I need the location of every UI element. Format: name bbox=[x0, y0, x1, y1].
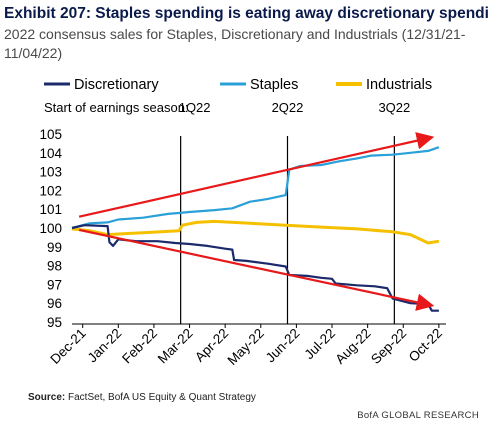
series-line-staples bbox=[71, 146, 440, 230]
legend-label-discretionary: Discretionary bbox=[74, 77, 159, 93]
x-tick-label: Feb-22 bbox=[119, 326, 160, 367]
x-tick-label: Dec-21 bbox=[47, 326, 88, 367]
chart-legend: Discretionary Staples Industrials bbox=[44, 77, 432, 93]
x-tick-label: Jun-22 bbox=[263, 326, 303, 366]
source-label: Source: bbox=[28, 392, 66, 403]
x-tick-label: May-22 bbox=[224, 326, 266, 368]
earnings-quarter-label: 2Q22 bbox=[272, 100, 304, 115]
y-tick-label: 102 bbox=[39, 183, 62, 198]
x-tick-label: Aug-22 bbox=[332, 326, 373, 367]
exhibit-subtitle: 2022 consensus sales for Staples, Discre… bbox=[4, 26, 466, 61]
earnings-quarter-label: 3Q22 bbox=[378, 100, 410, 115]
y-tick-label: 104 bbox=[39, 146, 62, 161]
x-tick-label: Sep-22 bbox=[368, 326, 409, 367]
y-tick-label: 99 bbox=[47, 240, 62, 255]
series-line-discretionary bbox=[71, 224, 439, 312]
exhibit-title: Exhibit 207: Staples spending is eating … bbox=[4, 5, 489, 22]
y-tick-label: 105 bbox=[39, 127, 62, 142]
brand-label: BofA GLOBAL RESEARCH bbox=[357, 410, 479, 421]
earnings-season-label: Start of earnings season: bbox=[44, 100, 189, 115]
source-note: Source: FactSet, BofA US Equity & Quant … bbox=[28, 392, 256, 403]
legend-label-industrials: Industrials bbox=[366, 77, 432, 93]
earnings-quarter-label: 1Q22 bbox=[179, 100, 211, 115]
y-tick-label: 96 bbox=[47, 296, 62, 311]
y-tick-label: 100 bbox=[39, 221, 62, 236]
source-text: FactSet, BofA US Equity & Quant Strategy bbox=[68, 392, 256, 403]
y-tick-label: 101 bbox=[39, 202, 62, 217]
y-tick-label: 95 bbox=[47, 315, 62, 330]
y-tick-label: 103 bbox=[39, 165, 62, 180]
legend-label-staples: Staples bbox=[250, 77, 298, 93]
trend-arrow-up bbox=[78, 132, 435, 218]
y-tick-label: 98 bbox=[47, 259, 62, 274]
x-tick-label: Jan-22 bbox=[85, 326, 125, 366]
x-tick-label: Mar-22 bbox=[155, 326, 196, 367]
y-tick-label: 97 bbox=[47, 277, 62, 292]
plot-area: 95 96 97 98 99 100 101 102 103 104 105 Dec-21Jan-22… bbox=[39, 100, 446, 368]
trend-arrow-down bbox=[78, 228, 435, 311]
x-tick-label: Oct-22 bbox=[406, 326, 445, 365]
series-line-industrials bbox=[71, 219, 440, 245]
